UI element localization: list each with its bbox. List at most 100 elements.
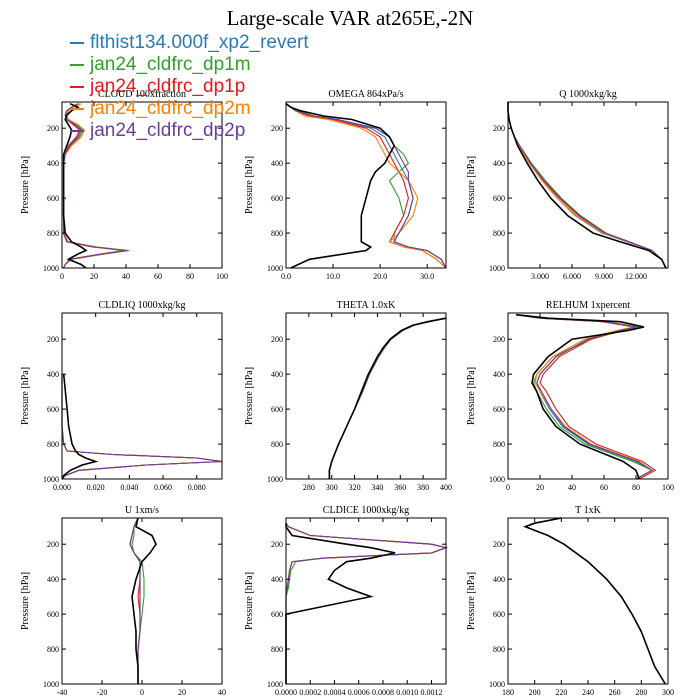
plot-frame xyxy=(285,101,447,269)
series-line-3 xyxy=(285,103,447,269)
legend-swatch-3 xyxy=(70,85,84,88)
y-tick-label: 200 xyxy=(47,335,59,344)
panel-3: Q 1000xkg/kg Pressure [hPa] 200 400 600 800 10… xyxy=(466,89,669,281)
y-tick-label: 400 xyxy=(493,159,505,168)
y-tick-label: 400 xyxy=(493,575,505,584)
y-tick-label: 600 xyxy=(47,405,59,414)
plot-frame xyxy=(507,517,669,685)
x-tick-label: 3.000 xyxy=(531,272,549,281)
x-tick-label: 0.020 xyxy=(87,483,105,492)
x-tick-label: 10.0 xyxy=(326,272,340,281)
x-tick-label: -40 xyxy=(57,688,68,697)
y-axis-label: Pressure [hPa] xyxy=(20,572,31,630)
y-tick-label: 800 xyxy=(493,229,505,238)
y-tick-label: 800 xyxy=(47,440,59,449)
legend-item-5: jan24_cldfrc_dp2p xyxy=(70,120,309,142)
series-line-6 xyxy=(328,317,447,479)
y-tick-label: 400 xyxy=(271,159,283,168)
y-axis-label: Pressure [hPa] xyxy=(466,572,477,630)
y-tick-label: 1000 xyxy=(267,264,283,273)
legend-swatch-1 xyxy=(70,41,84,44)
legend-swatch-2 xyxy=(70,63,84,66)
x-tick-label: 0.0 xyxy=(281,272,291,281)
legend-label-1: flthist134.000f_xp2_revert xyxy=(90,32,309,53)
y-tick-label: 800 xyxy=(47,645,59,654)
series-line-5 xyxy=(129,517,141,684)
series-line-1 xyxy=(507,102,667,269)
y-axis-label: Pressure [hPa] xyxy=(244,572,255,630)
panel-title: CLDICE 1000xkg/kg xyxy=(323,505,409,516)
x-tick-label: 0.0012 xyxy=(420,688,442,697)
y-tick-label: 400 xyxy=(47,575,59,584)
series-line-6 xyxy=(131,517,157,684)
y-tick-label: 800 xyxy=(271,440,283,449)
plot-frame xyxy=(285,517,447,685)
y-tick-label: 1000 xyxy=(267,680,283,689)
x-tick-label: 0.0008 xyxy=(372,688,394,697)
x-tick-label: 0.0010 xyxy=(396,688,418,697)
y-tick-label: 800 xyxy=(493,440,505,449)
series-line-5 xyxy=(515,314,654,480)
y-tick-label: 1000 xyxy=(267,475,283,484)
y-axis-label: Pressure [hPa] xyxy=(466,156,477,214)
y-tick-label: 200 xyxy=(271,540,283,549)
legend-label-4: jan24_cldfrc_dp2m xyxy=(90,98,251,119)
series-line-6 xyxy=(523,517,666,685)
x-tick-label: 300 xyxy=(662,688,674,697)
y-tick-label: 1000 xyxy=(489,264,505,273)
panel-4: CLDLIQ 1000xkg/kg Pressure [hPa] 200 400 600… xyxy=(20,300,223,492)
panel-title: THETA 1.0xK xyxy=(337,300,396,311)
y-tick-label: 1000 xyxy=(489,680,505,689)
panel-2: OMEGA 864xPa/s Pressure [hPa] 200 400 600 800… xyxy=(244,89,447,281)
x-tick-label: 340 xyxy=(371,483,383,492)
y-tick-label: 600 xyxy=(47,610,59,619)
legend-item-2: jan24_cldfrc_dp1m xyxy=(70,54,309,76)
y-tick-label: 800 xyxy=(271,229,283,238)
legend: flthist134.000f_xp2_revert jan24_cldfrc_… xyxy=(70,32,309,142)
legend-item-3: jan24_cldfrc_dp1p xyxy=(70,76,309,98)
x-tick-label: 320 xyxy=(349,483,361,492)
x-tick-label: 380 xyxy=(417,483,429,492)
y-tick-label: 1000 xyxy=(489,475,505,484)
y-tick-label: 1000 xyxy=(43,264,59,273)
series-line-6 xyxy=(515,313,645,480)
x-tick-label: 12.000 xyxy=(625,272,647,281)
y-tick-label: 800 xyxy=(271,645,283,654)
y-tick-label: 600 xyxy=(493,610,505,619)
series-line-6 xyxy=(62,102,88,269)
x-tick-label: 180 xyxy=(502,688,514,697)
x-tick-label: 40 xyxy=(568,483,576,492)
plot-frame xyxy=(285,312,447,480)
x-tick-label: 240 xyxy=(582,688,594,697)
plot-frame xyxy=(61,312,223,480)
x-tick-label: 280 xyxy=(635,688,647,697)
y-axis-label: Pressure [hPa] xyxy=(20,156,31,214)
y-tick-label: 200 xyxy=(271,124,283,133)
y-axis-label: Pressure [hPa] xyxy=(466,367,477,425)
y-tick-label: 400 xyxy=(47,370,59,379)
y-axis-label: Pressure [hPa] xyxy=(244,156,255,214)
series-line-5 xyxy=(523,517,666,685)
series-line-6 xyxy=(285,523,396,684)
y-tick-label: 800 xyxy=(47,229,59,238)
x-tick-label: 280 xyxy=(303,483,315,492)
x-tick-label: 6.000 xyxy=(563,272,581,281)
y-tick-label: 200 xyxy=(271,335,283,344)
panel-title: Q 1000xkg/kg xyxy=(559,89,617,100)
y-tick-label: 200 xyxy=(47,540,59,549)
y-tick-label: 600 xyxy=(271,610,283,619)
legend-label-2: jan24_cldfrc_dp1m xyxy=(90,54,251,75)
series-line-5 xyxy=(507,102,667,269)
series-line-3 xyxy=(523,517,666,685)
y-tick-label: 600 xyxy=(271,405,283,414)
series-line-4 xyxy=(515,314,654,480)
y-tick-label: 400 xyxy=(493,370,505,379)
x-tick-label: 100 xyxy=(216,272,228,281)
x-tick-label: 80 xyxy=(632,483,640,492)
x-tick-label: 60 xyxy=(154,272,162,281)
y-tick-label: 800 xyxy=(493,645,505,654)
x-tick-label: 60 xyxy=(600,483,608,492)
